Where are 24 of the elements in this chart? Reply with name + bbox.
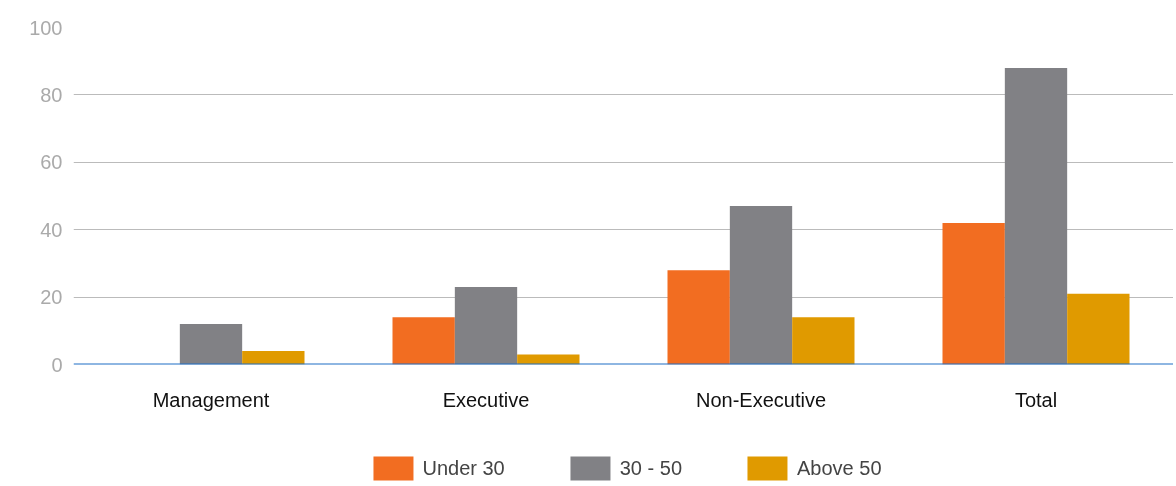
y-tick-label: 80 bbox=[40, 83, 63, 106]
y-tick-label: 20 bbox=[40, 286, 63, 309]
bar bbox=[1004, 67, 1068, 365]
x-tick-label: Management bbox=[152, 388, 270, 411]
y-tick-label: 0 bbox=[51, 353, 63, 376]
bar bbox=[942, 222, 1005, 365]
legend-label: Under 30 bbox=[422, 456, 505, 480]
bar bbox=[729, 206, 793, 365]
x-tick-label: Executive bbox=[442, 388, 530, 411]
y-tick-label: 100 bbox=[29, 16, 63, 39]
bar bbox=[242, 351, 305, 365]
bar bbox=[667, 270, 730, 365]
legend-label: 30 - 50 bbox=[619, 456, 683, 480]
bar bbox=[1067, 293, 1130, 365]
y-tick-label: 40 bbox=[40, 218, 63, 241]
x-tick-label: Total bbox=[1014, 388, 1058, 411]
x-tick-label: Non-Executive bbox=[695, 388, 827, 411]
bar bbox=[517, 354, 580, 365]
bar bbox=[792, 317, 855, 365]
legend-label: Above 50 bbox=[797, 456, 882, 480]
bar bbox=[454, 286, 518, 365]
y-tick-label: 60 bbox=[40, 151, 63, 174]
bar bbox=[179, 324, 243, 365]
bar bbox=[392, 317, 455, 365]
